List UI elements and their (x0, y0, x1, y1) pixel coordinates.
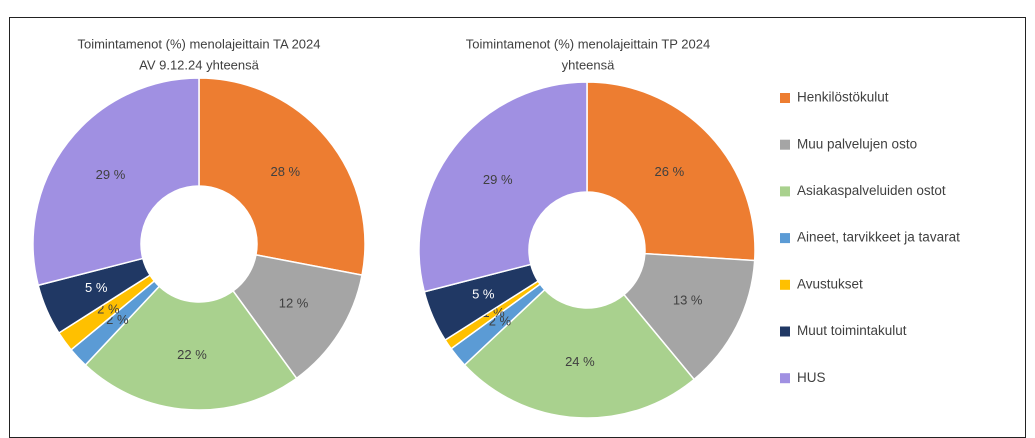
chart-title: Toimintamenot (%) menolajeittain TP 2024 (466, 36, 710, 51)
slice (198, 77, 366, 276)
data-label: 24 % (565, 354, 595, 369)
slice (418, 81, 588, 293)
legend-swatch (780, 326, 790, 337)
legend-label: Henkilöstökulut (797, 90, 889, 105)
legend-label: Aineet, tarvikkeet ja tavarat (797, 230, 960, 245)
legend-swatch (780, 93, 790, 103)
data-label: 28 % (270, 164, 300, 179)
legend-swatch (780, 279, 790, 290)
data-label: 13 % (673, 293, 703, 308)
legend-label: Asiakaspalveluiden ostot (797, 183, 946, 198)
chart-title: AV 9.12.24 yhteensä (139, 57, 260, 72)
slice (463, 288, 696, 419)
slice (586, 81, 756, 262)
legend-swatch (780, 233, 790, 244)
data-label: 26 % (655, 164, 685, 179)
slice (232, 253, 363, 380)
data-label: 29 % (483, 172, 513, 187)
slice (32, 77, 200, 287)
chart-title: yhteensä (562, 57, 616, 72)
legend-label: Muut toimintakulut (797, 323, 907, 338)
legend-swatch (780, 186, 790, 197)
data-label: 22 % (177, 347, 207, 362)
legend-swatch (780, 373, 790, 384)
legend-label: HUS (797, 370, 826, 385)
slice (622, 252, 756, 381)
data-label: 29 % (96, 167, 126, 182)
data-label: 12 % (279, 295, 309, 310)
chart-title: Toimintamenot (%) menolajeittain TA 2024 (77, 36, 320, 51)
legend-swatch (780, 139, 790, 150)
slice (84, 285, 298, 411)
legend-label: Muu palvelujen osto (797, 136, 917, 151)
data-label: 5 % (472, 286, 495, 301)
data-label: 5 % (85, 280, 108, 295)
legend-label: Avustukset (797, 276, 863, 291)
